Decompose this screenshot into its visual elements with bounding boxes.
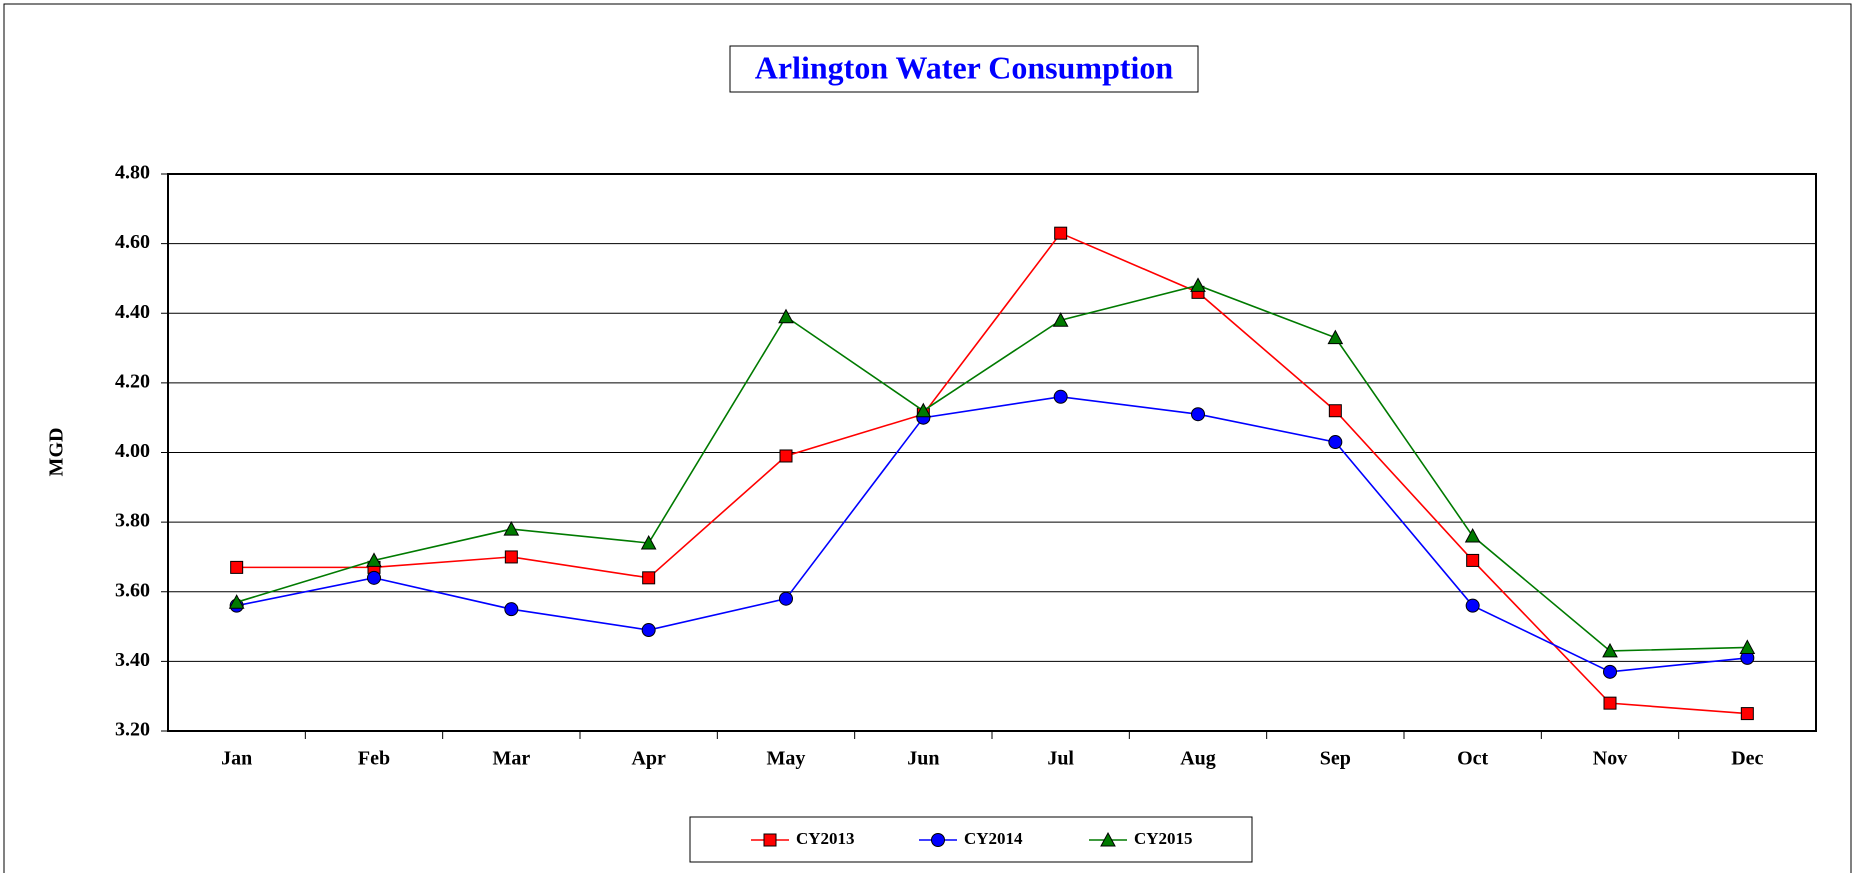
marker [779, 591, 793, 606]
marker [230, 560, 244, 574]
marker [915, 402, 932, 418]
marker [779, 449, 793, 463]
y-tick-label: 3.40 [115, 649, 150, 671]
marker [1466, 553, 1480, 567]
marker [1191, 407, 1205, 422]
x-tick-label: Mar [492, 748, 530, 770]
y-tick-label: 4.00 [115, 440, 150, 462]
x-tick-label: Jul [1047, 748, 1074, 770]
legend-label: CY2015 [1134, 829, 1193, 848]
y-tick-label: 4.60 [115, 231, 150, 253]
y-tick-label: 4.80 [115, 162, 150, 184]
marker [641, 623, 656, 638]
x-tick-label: Jan [221, 748, 252, 770]
marker [1464, 527, 1481, 543]
marker [1603, 696, 1617, 710]
marker [503, 521, 520, 536]
marker [1328, 435, 1343, 450]
marker [1603, 664, 1617, 679]
marker [763, 833, 777, 847]
y-tick-label: 4.40 [115, 301, 150, 323]
marker [1739, 639, 1756, 654]
x-tick-label: Apr [631, 748, 666, 770]
y-axis-label: MGD [46, 428, 68, 477]
marker [1328, 404, 1342, 418]
marker [1054, 226, 1068, 240]
y-tick-label: 4.20 [115, 370, 150, 392]
marker [1327, 329, 1344, 345]
marker [1053, 389, 1068, 404]
x-tick-label: Aug [1180, 748, 1216, 770]
x-tick-label: Jun [907, 748, 939, 770]
series-line [236, 284, 1748, 652]
y-tick-label: 3.20 [115, 719, 150, 741]
marker [504, 602, 519, 617]
x-tick-label: Oct [1457, 748, 1488, 770]
title-box [729, 45, 1199, 93]
y-tick-label: 3.80 [115, 510, 150, 532]
marker [1190, 277, 1206, 292]
marker [640, 534, 657, 550]
legend-label: CY2013 [796, 829, 855, 848]
marker [1052, 312, 1069, 327]
marker [366, 552, 382, 567]
x-tick-label: Feb [358, 748, 390, 770]
x-tick-label: Nov [1593, 748, 1627, 770]
x-tick-label: Sep [1320, 748, 1351, 770]
x-tick-label: Dec [1731, 748, 1763, 770]
x-tick-label: May [767, 748, 806, 770]
marker [1465, 598, 1480, 613]
legend-label: CY2014 [964, 829, 1023, 848]
y-tick-label: 3.60 [115, 579, 150, 601]
marker [228, 594, 245, 609]
marker [1100, 831, 1116, 847]
chart-title: Arlington Water Consumption [755, 49, 1174, 85]
marker [642, 571, 656, 585]
marker [931, 833, 945, 847]
marker [1602, 642, 1618, 658]
marker [1740, 707, 1754, 721]
marker [504, 550, 518, 564]
marker [367, 570, 381, 585]
series-line [236, 395, 1748, 673]
marker [778, 308, 794, 324]
series-line [236, 232, 1748, 715]
